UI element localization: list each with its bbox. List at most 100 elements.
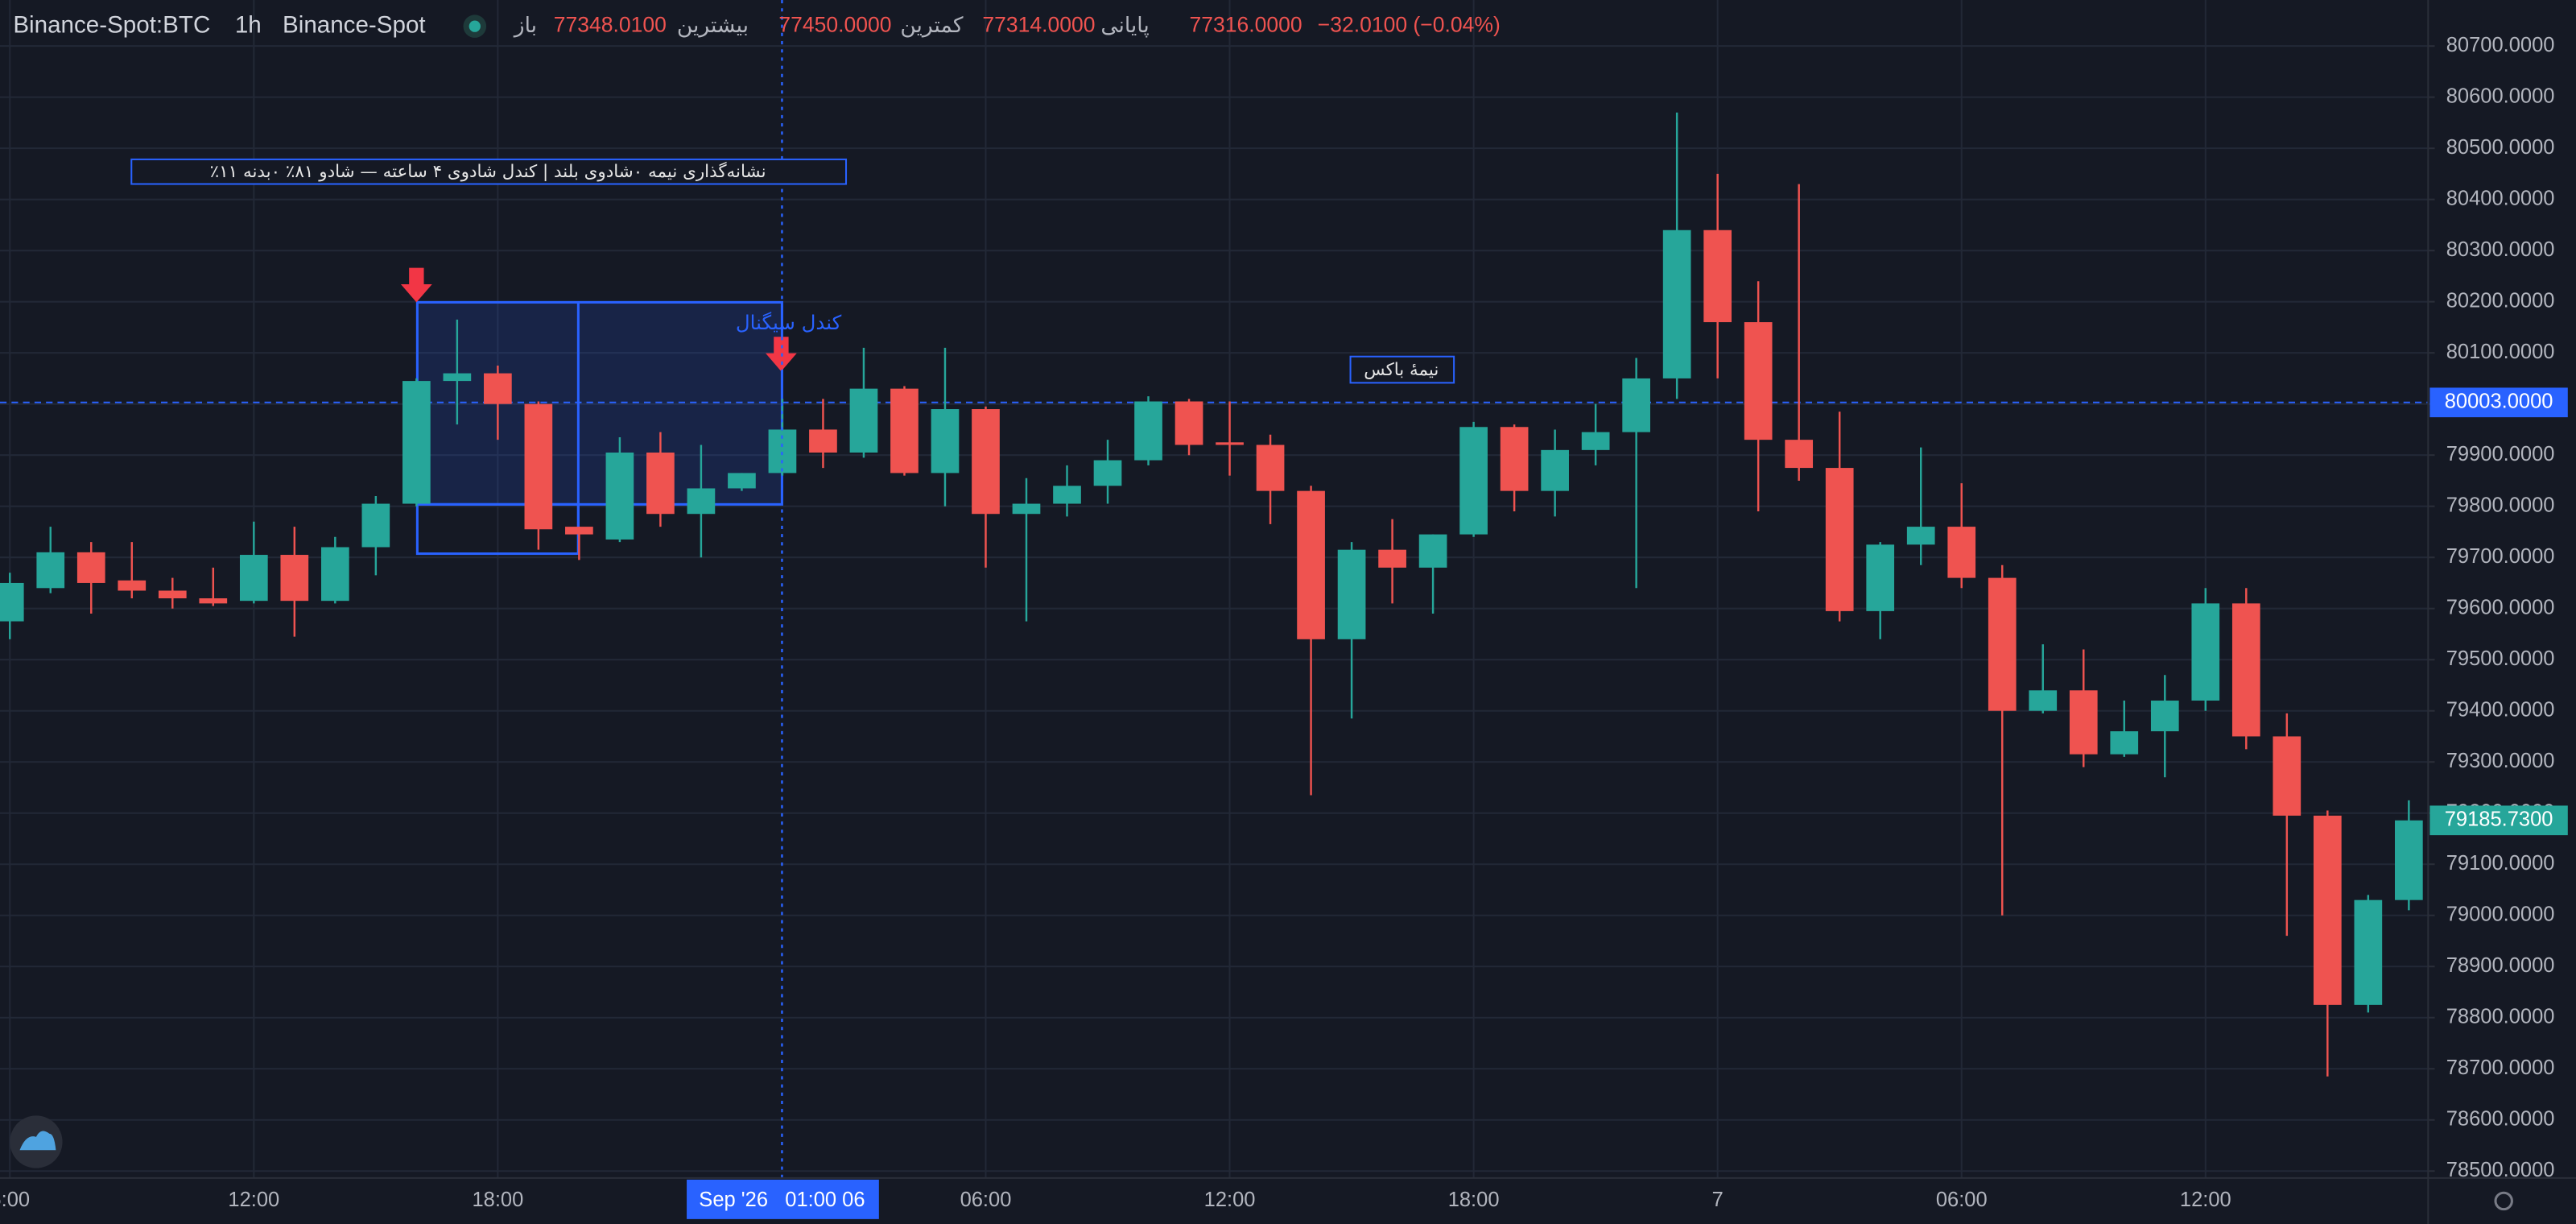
candle-body: [1825, 468, 1854, 611]
status-dot-inner: [469, 20, 481, 32]
x-tick-label: 6:00: [0, 1189, 30, 1211]
y-tick-label: 79900.0000: [2446, 443, 2555, 465]
signal-label: کندل سیگنال: [736, 311, 842, 334]
candle-body: [320, 547, 349, 602]
candle-body: [972, 409, 1000, 515]
candle-body: [443, 373, 472, 382]
candle-body: [2029, 690, 2058, 711]
y-tick-label: 79400.0000: [2446, 698, 2555, 721]
candle-body: [1581, 432, 1610, 450]
candle-body: [239, 555, 268, 602]
signal-arrow: [400, 267, 432, 303]
candle-body: [890, 388, 919, 473]
candle-body: [524, 403, 553, 530]
x-tick-label: 18:00: [472, 1189, 523, 1211]
candle-body: [1906, 527, 1935, 545]
y-tick-label: 78500.0000: [2446, 1159, 2555, 1181]
candle-body: [2395, 820, 2423, 900]
y-tick-label: 79500.0000: [2446, 647, 2555, 670]
candles: [0, 112, 2429, 1077]
x-tick-label: 12:00: [228, 1189, 279, 1211]
crosshair-time-box: [687, 1179, 879, 1219]
y-tick-label: 79800.0000: [2446, 494, 2555, 516]
candle-body: [2273, 736, 2301, 816]
y-tick-label: 79300.0000: [2446, 750, 2555, 772]
interval: 1h: [235, 11, 262, 38]
x-tick-label: 12:00: [1204, 1189, 1256, 1211]
candle-body: [1418, 534, 1447, 568]
note-box: [130, 158, 848, 185]
y-tick-label: 79700.0000: [2446, 545, 2555, 568]
candle-body: [1541, 449, 1569, 491]
candle-body: [565, 527, 593, 535]
candle-body: [1662, 229, 1691, 378]
x-tick-label: 06:00: [960, 1189, 1012, 1211]
candle-body: [1785, 440, 1814, 469]
candle-body: [76, 552, 105, 583]
candle-body: [0, 582, 24, 622]
candle-body: [2313, 815, 2342, 1005]
candle-body: [605, 453, 634, 540]
ohlc-label: باز: [513, 13, 537, 38]
signal-box: [415, 300, 783, 506]
axes: 78500.0000 78600.0000 78700.0000 78800.0000…: [0, 34, 2568, 1211]
candle-body: [361, 503, 390, 548]
ohlc-label: پایانی: [1100, 13, 1149, 38]
mid-label: نیمهٔ باکس: [1364, 360, 1439, 380]
candle-body: [1622, 378, 1650, 432]
candle-body: [687, 488, 716, 515]
y-tick-label: 80400.0000: [2446, 187, 2555, 209]
candle-body: [809, 429, 837, 453]
candle-body: [199, 598, 228, 604]
ohlc-value: 77450.0000: [778, 13, 891, 37]
candle-body: [2110, 731, 2139, 755]
candle-body: [1744, 322, 1773, 440]
candle-body: [1500, 427, 1529, 491]
horizontal-line-label: 80003.0000: [2445, 391, 2553, 413]
candle-body: [118, 580, 147, 591]
x-tick-label: 12:00: [2180, 1189, 2231, 1211]
candle-body: [2354, 899, 2383, 1005]
y-tick-label: 80100.0000: [2446, 341, 2555, 363]
crosshair-time-label: Sep '26 01:00 06: [699, 1189, 865, 1211]
candle-body: [1866, 544, 1895, 611]
x-tick-label: 7: [1712, 1189, 1724, 1211]
header-ohlc: باز 77348.0100 بیشترین 77450.0000 کمترین 7731…: [513, 13, 1302, 38]
exchange: Binance-Spot: [283, 11, 426, 38]
candle-body: [1703, 229, 1732, 323]
candle-body: [484, 373, 512, 404]
candle-body: [1216, 442, 1244, 445]
y-tick-label: 80600.0000: [2446, 85, 2555, 107]
y-tick-label: 80700.0000: [2446, 34, 2555, 56]
candle-body: [1053, 486, 1081, 504]
ohlc-value: 77348.0100: [554, 13, 667, 37]
candle-body: [1256, 445, 1285, 491]
candle-body: [1297, 490, 1325, 639]
candle-body: [158, 590, 187, 599]
candle-body: [280, 555, 309, 602]
candle-body: [2150, 701, 2179, 732]
candle-body: [2231, 603, 2260, 737]
candle-body: [36, 552, 65, 589]
mid-label-box: [1349, 355, 1455, 384]
settings-icon[interactable]: [2494, 1191, 2513, 1211]
candle-body: [1174, 401, 1203, 445]
y-tick-label: 80200.0000: [2446, 289, 2555, 312]
y-tick-label: 79100.0000: [2446, 852, 2555, 875]
change: −32.0100 (−0.04%): [1318, 13, 1501, 37]
y-tick-label: 80500.0000: [2446, 136, 2555, 159]
x-tick-label: 18:00: [1448, 1189, 1500, 1211]
candle-body: [1459, 427, 1488, 535]
candle-body: [1947, 527, 1976, 578]
logo-icon: [19, 1131, 56, 1151]
x-tick-label: 06:00: [1936, 1189, 1988, 1211]
candle-body: [2191, 603, 2220, 701]
y-tick-label: 79600.0000: [2446, 596, 2555, 618]
y-tick-label: 80300.0000: [2446, 238, 2555, 261]
candle-body: [1378, 549, 1406, 568]
y-tick-label: 78900.0000: [2446, 954, 2555, 977]
y-tick-label: 78700.0000: [2446, 1057, 2555, 1079]
last-price-tag: [2429, 805, 2568, 836]
